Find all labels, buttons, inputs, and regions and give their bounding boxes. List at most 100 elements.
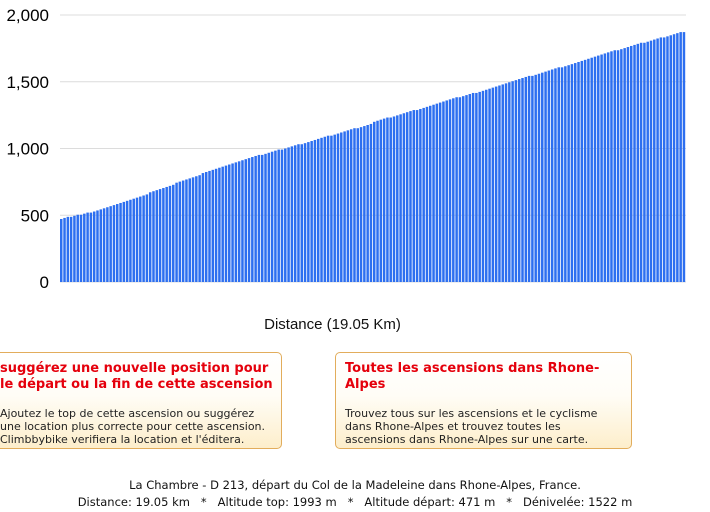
elevation-bar (287, 147, 290, 282)
elevation-bar (139, 196, 142, 282)
elevation-bar (145, 194, 149, 282)
elevation-bar (116, 204, 119, 282)
elevation-bar (363, 126, 366, 282)
elevation-bar (386, 117, 389, 282)
elevation-bar (593, 56, 597, 283)
elevation-bar (109, 206, 112, 282)
elevation-bar (415, 110, 419, 282)
elevation-bar (280, 149, 284, 282)
elevation-bar (656, 38, 659, 282)
elevation-bar (662, 37, 666, 283)
elevation-bar (620, 49, 623, 283)
elevation-bar (320, 137, 323, 282)
elevation-bar (307, 142, 310, 282)
elevation-bar (326, 135, 330, 282)
elevation-bar (570, 64, 574, 282)
elevation-bar (475, 92, 478, 283)
elevation-bar (303, 143, 307, 282)
regional-climbs-box[interactable]: Toutes les ascensions dans Rhone-Alpes T… (335, 352, 632, 449)
elevation-bar (102, 208, 106, 282)
elevation-bar (247, 158, 251, 282)
elevation-bar (623, 48, 626, 282)
elevation-bar (181, 180, 185, 282)
elevation-bar (541, 72, 544, 282)
elevation-bar (547, 70, 551, 282)
y-tick-label: 2,000 (6, 6, 49, 25)
climb-description: La Chambre - D 213, départ du Col de la … (129, 478, 581, 492)
elevation-bar (106, 207, 109, 282)
elevation-bar (129, 199, 132, 282)
elevation-bar (422, 107, 425, 282)
elevation-bar (494, 86, 498, 282)
elevation-bar (448, 99, 452, 283)
elevation-bar (577, 61, 580, 282)
y-tick-label: 500 (21, 206, 49, 225)
elevation-bar (316, 138, 320, 282)
elevation-bar (63, 217, 66, 282)
elevation-bar (419, 108, 422, 282)
elevation-bar (76, 214, 79, 282)
elevation-bar (254, 155, 257, 282)
elevation-bar (600, 54, 603, 282)
regional-climbs-title[interactable]: Toutes les ascensions dans Rhone-Alpes (345, 361, 600, 392)
elevation-bar (234, 162, 238, 282)
elevation-bar (616, 50, 620, 282)
elevation-bar (198, 175, 201, 282)
elevation-bar (537, 73, 541, 283)
elevation-bar (458, 97, 462, 283)
elevation-bar (274, 150, 277, 282)
elevation-bar (297, 144, 300, 282)
y-tick-label: 1,000 (6, 140, 49, 159)
elevation-bar (636, 43, 640, 283)
suggest-location-box[interactable]: suggérez une nouvelle position pour le d… (0, 352, 282, 449)
elevation-bar (409, 111, 412, 283)
elevation-bar (659, 37, 663, 283)
elevation-bar (485, 89, 488, 282)
elevation-bar (468, 94, 472, 282)
elevation-bar (244, 159, 247, 282)
elevation-bar (132, 198, 135, 282)
elevation-bar (69, 216, 73, 282)
elevation-bar (583, 59, 587, 282)
elevation-bar (544, 71, 547, 282)
elevation-bar (478, 91, 481, 283)
elevation-bar (649, 40, 653, 282)
elevation-bar (392, 116, 396, 283)
elevation-bar (504, 83, 508, 282)
elevation-bar (83, 213, 86, 282)
elevation-bar (669, 35, 673, 282)
elevation-bar (185, 179, 188, 282)
elevation-bar (290, 146, 294, 282)
elevation-bar (557, 67, 560, 282)
elevation-chart-svg: 0 500 1,000 1,500 2,000 (6, 6, 686, 292)
elevation-bar (165, 186, 168, 282)
elevation-bar (373, 121, 376, 282)
elevation-bar (517, 79, 521, 282)
elevation-bar (168, 185, 172, 282)
elevation-bar (214, 168, 218, 282)
elevation-bar (646, 41, 649, 283)
y-axis-ticks: 0 500 1,000 1,500 2,000 (6, 6, 49, 292)
elevation-bar (218, 167, 221, 282)
elevation-bar (201, 173, 205, 282)
elevation-bar (514, 80, 518, 283)
elevation-bar (626, 47, 630, 282)
elevation-bar (257, 154, 261, 282)
elevation-bar (60, 218, 63, 282)
elevation-bar (300, 144, 304, 282)
elevation-bar (603, 53, 607, 283)
elevation-bar (610, 51, 613, 283)
elevation-bar (343, 131, 346, 282)
suggest-location-title[interactable]: suggérez une nouvelle position pour le d… (0, 361, 273, 392)
elevation-bar (251, 157, 254, 282)
elevation-bar (99, 209, 103, 282)
elevation-bar (356, 128, 360, 282)
elevation-bar (580, 60, 584, 282)
elevation-bar (412, 110, 416, 282)
elevation-bar (376, 120, 379, 282)
elevation-bar (191, 177, 195, 282)
elevation-bar (653, 39, 656, 283)
elevation-bar (66, 216, 70, 282)
elevation-bar (461, 96, 465, 282)
elevation-bar (488, 88, 491, 282)
